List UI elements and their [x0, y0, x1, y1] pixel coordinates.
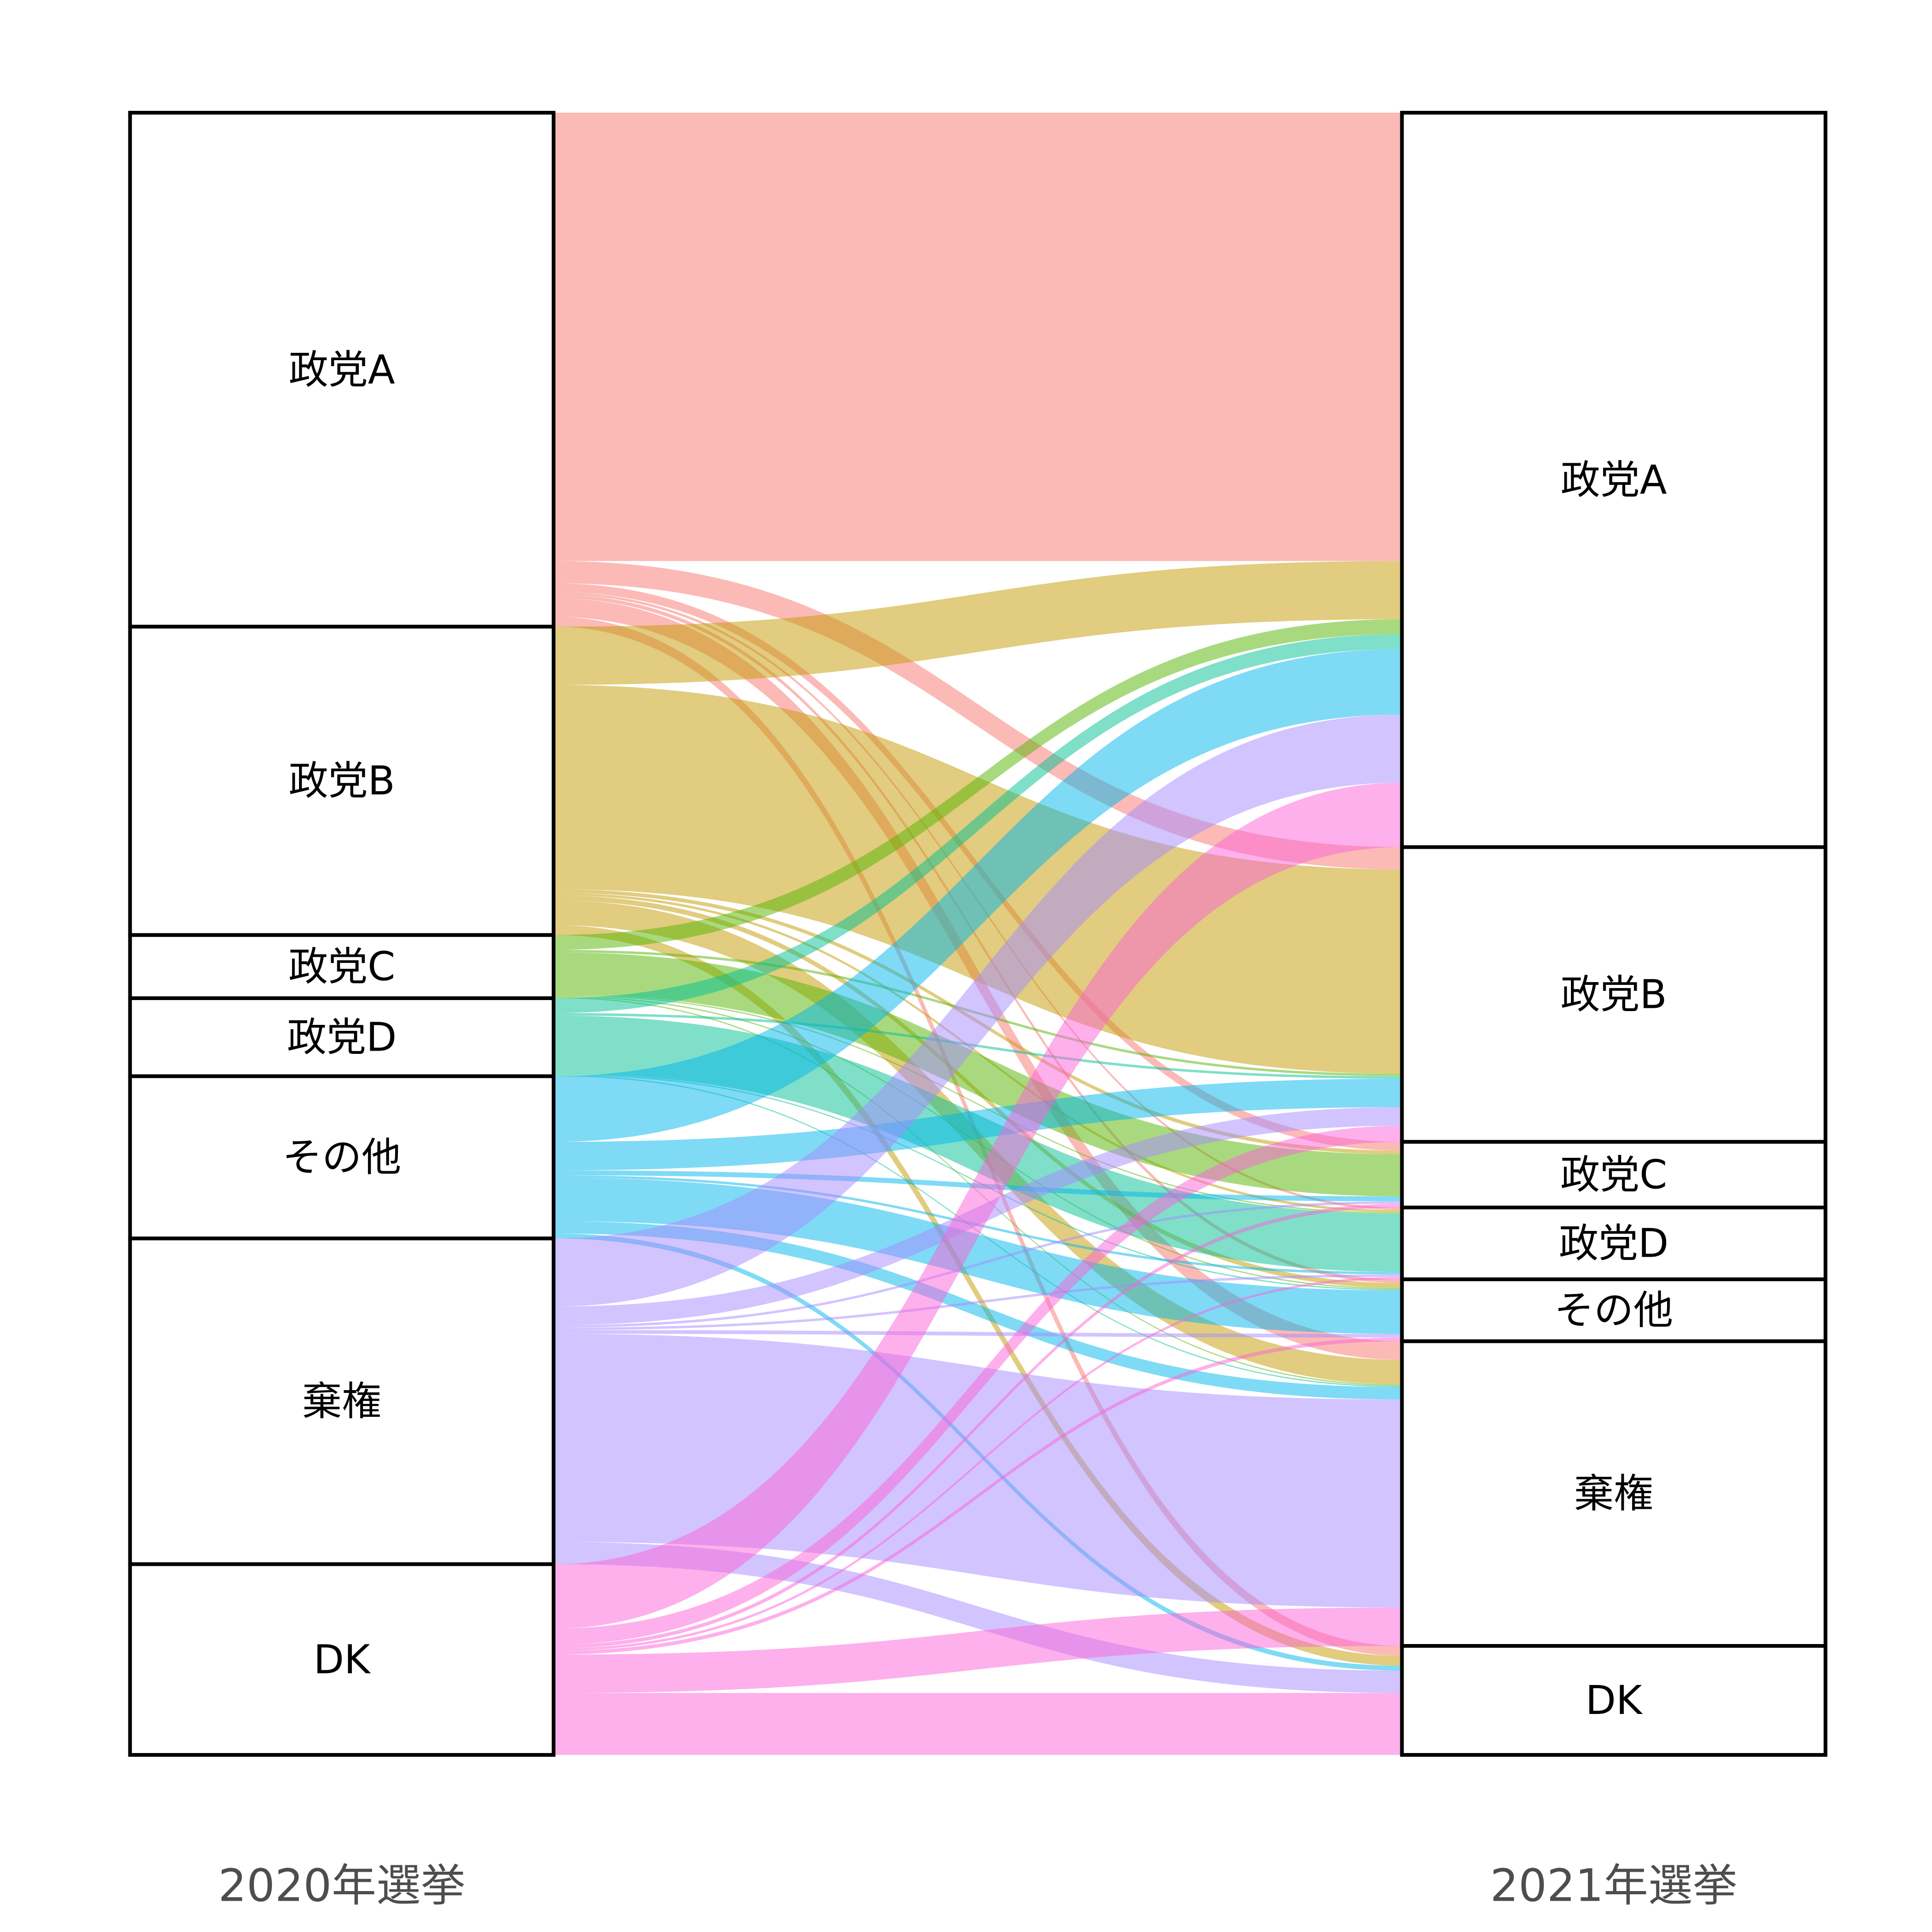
flow-1-to-6 — [553, 925, 1402, 1666]
axis-label-2020: 2020年選挙 — [218, 1860, 465, 1912]
stratum-2021-4-box — [1400, 1277, 1828, 1343]
flow-5-to-6 — [553, 1541, 1402, 1693]
stratum-2021-6-box — [1400, 1644, 1828, 1757]
flows — [553, 113, 1402, 1755]
stratum-2020-1-box — [128, 625, 556, 937]
stratum-2020-4-label: その他 — [282, 1135, 401, 1181]
flow-0-to-1 — [553, 561, 1402, 869]
flow-6-to-6 — [553, 1693, 1402, 1755]
stratum-2021-5-box — [1400, 1339, 1828, 1648]
flow-3-to-0 — [553, 634, 1402, 1013]
stratum-2021-4-label: その他 — [1554, 1288, 1673, 1334]
flow-4-to-0 — [553, 649, 1402, 1142]
stratum-2020-0-box — [128, 110, 556, 629]
stratum-2021-5-label: 棄権 — [1574, 1471, 1653, 1517]
flow-4-to-5 — [553, 1221, 1402, 1400]
flow-5-to-0 — [553, 714, 1402, 1307]
stratum-2021-6-label: DK — [1586, 1678, 1643, 1724]
flow-3-to-1 — [553, 1013, 1402, 1079]
flow-6-to-1 — [553, 1126, 1402, 1645]
flow-6-to-5 — [553, 1607, 1402, 1693]
stratum-2020-2-label: 政党C — [288, 944, 395, 990]
stratum-2020-6-label: DK — [314, 1637, 371, 1683]
stratum-2020-0-label: 政党A — [288, 347, 395, 393]
stratum-2021-1-box — [1400, 845, 1828, 1144]
flow-1-to-0 — [553, 561, 1402, 685]
stratum-2021-3-label: 政党D — [1559, 1221, 1669, 1267]
flow-5-to-3 — [553, 1274, 1402, 1330]
flow-0-to-0 — [553, 113, 1402, 561]
stratum-2020-2-box — [128, 933, 556, 1000]
flow-4-to-1 — [553, 1079, 1402, 1171]
flow-1-to-3 — [553, 893, 1402, 1213]
stratum-2021-0-label: 政党A — [1560, 457, 1667, 503]
axis-label-2021: 2021年選挙 — [1490, 1860, 1737, 1912]
stratum-2020-3-label: 政党D — [287, 1014, 397, 1060]
flow-2-to-0 — [553, 619, 1402, 950]
flow-2-to-3 — [553, 994, 1402, 1214]
flow-6-to-2 — [553, 1203, 1402, 1649]
stratum-2021-0-box — [1400, 110, 1828, 849]
flow-6-to-0 — [553, 782, 1402, 1629]
flow-6-to-3 — [553, 1276, 1402, 1651]
stratum-2021-2-label: 政党C — [1560, 1152, 1667, 1198]
flow-5-to-4 — [553, 1330, 1402, 1338]
stratum-2021-1-label: 政党B — [1560, 972, 1667, 1018]
flow-6-to-4 — [553, 1337, 1402, 1655]
stratum-2020-5-label: 棄権 — [302, 1379, 381, 1425]
stratum-2020-6-box — [128, 1562, 556, 1757]
flow-5-to-2 — [553, 1201, 1402, 1328]
stratum-2020-5-box — [128, 1236, 556, 1566]
stratum-2021-2-box — [1400, 1140, 1828, 1210]
stratum-2020-3-box — [128, 996, 556, 1078]
stratum-2020-1-label: 政党B — [288, 758, 395, 804]
